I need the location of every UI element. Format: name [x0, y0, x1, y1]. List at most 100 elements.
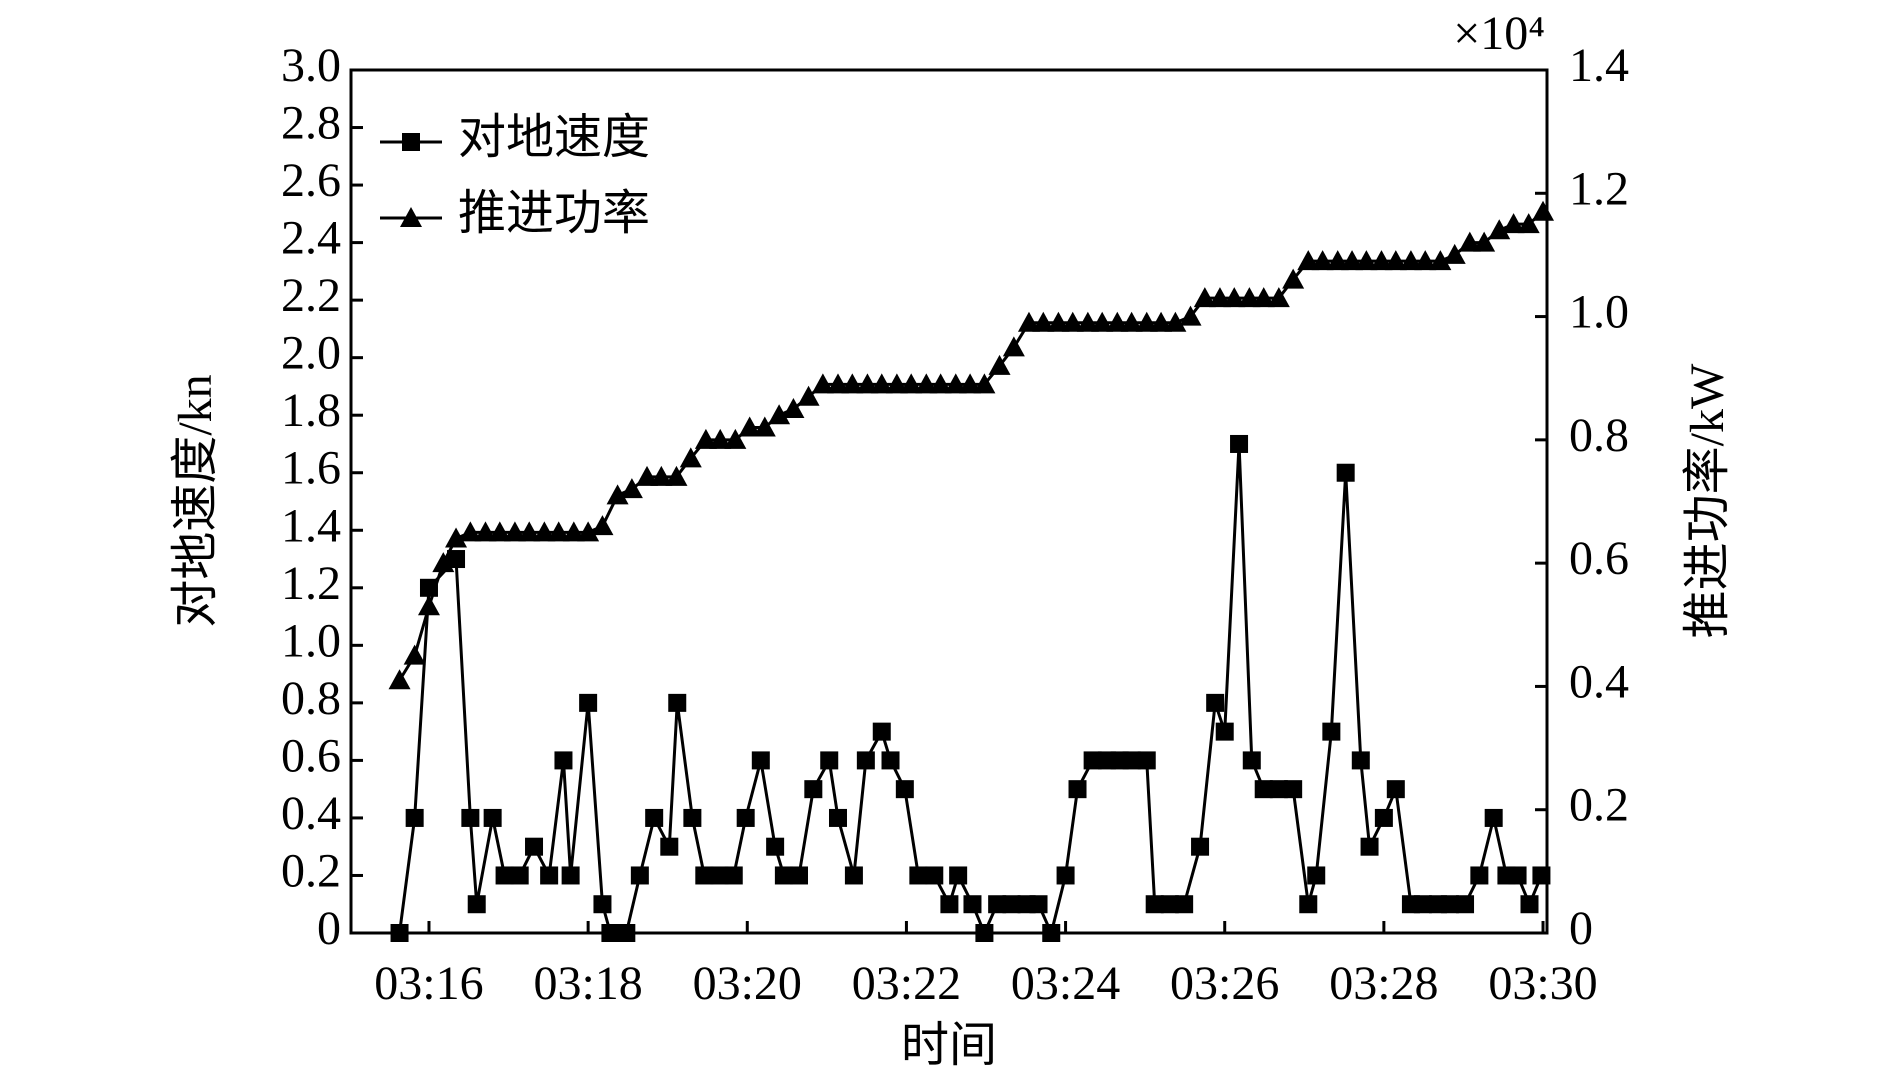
- square-marker: [1440, 895, 1459, 914]
- square-marker: [540, 866, 559, 885]
- square-marker: [940, 895, 959, 914]
- square-marker: [1002, 895, 1021, 914]
- y2-tick-label: 0.4: [1569, 655, 1629, 708]
- square-marker: [1206, 693, 1225, 712]
- y-tick-label: 2.0: [281, 327, 341, 380]
- square-marker: [1336, 463, 1355, 482]
- triangle-marker: [1341, 250, 1364, 271]
- y-axis-label: 对地速度/kn: [169, 374, 222, 627]
- triangle-marker: [885, 373, 908, 394]
- triangle-marker: [1282, 268, 1305, 289]
- square-marker: [949, 866, 968, 885]
- square-marker: [510, 866, 529, 885]
- square-marker: [881, 751, 900, 770]
- square-marker: [1374, 808, 1393, 827]
- triangle-marker: [797, 385, 820, 406]
- triangle-marker: [1061, 311, 1084, 332]
- triangle-marker: [1179, 305, 1202, 326]
- triangle-marker: [1429, 250, 1452, 271]
- square-marker: [1029, 895, 1048, 914]
- y2-tick-label: 1.4: [1569, 39, 1629, 92]
- triangle-marker: [488, 521, 511, 542]
- triangle-marker: [1238, 287, 1261, 308]
- triangle-marker: [768, 404, 791, 425]
- triangle-marker: [445, 527, 468, 548]
- y-tick-label: 0: [317, 902, 341, 955]
- y-tick-label: 3.0: [281, 39, 341, 92]
- y-tick-label: 2.2: [281, 269, 341, 322]
- y2-multiplier: ×10⁴: [1453, 7, 1545, 60]
- triangle-marker: [518, 521, 541, 542]
- x-tick-label: 03:22: [852, 957, 961, 1010]
- square-marker: [447, 550, 466, 569]
- triangle-marker: [811, 373, 834, 394]
- x-tick-label: 03:20: [693, 957, 802, 1010]
- square-marker: [844, 866, 863, 885]
- triangle-marker: [856, 373, 879, 394]
- triangle-marker: [988, 354, 1011, 375]
- triangle-marker: [841, 373, 864, 394]
- square-marker: [601, 924, 620, 942]
- y2-tick-label: 0.2: [1569, 779, 1629, 832]
- y-tick-label: 1.6: [281, 442, 341, 495]
- triangle-marker: [503, 521, 526, 542]
- triangle-marker: [1443, 243, 1466, 264]
- triangle-marker: [432, 552, 455, 573]
- triangle-marker: [753, 416, 776, 437]
- triangle-marker: [533, 521, 556, 542]
- y2-tick-label: 1.0: [1569, 286, 1629, 339]
- triangle-marker: [1267, 287, 1290, 308]
- square-marker: [1175, 895, 1194, 914]
- square-marker: [1456, 895, 1475, 914]
- square-marker: [483, 808, 502, 827]
- square-marker: [1386, 780, 1405, 799]
- triangle-marker: [929, 373, 952, 394]
- square-marker: [390, 924, 409, 942]
- triangle-marker: [459, 521, 482, 542]
- square-marker: [895, 780, 914, 799]
- square-marker: [909, 866, 928, 885]
- square-marker: [774, 866, 793, 885]
- square-marker: [1230, 434, 1249, 453]
- y2-tick-label: 0.6: [1569, 532, 1629, 585]
- square-marker: [579, 693, 598, 712]
- square-marker: [1360, 837, 1379, 856]
- triangle-marker: [900, 373, 923, 394]
- triangle-marker: [1532, 200, 1555, 221]
- y2-tick-label: 0: [1569, 902, 1593, 955]
- square-marker: [1160, 895, 1179, 914]
- triangle-marker: [665, 465, 688, 486]
- square-marker: [766, 837, 785, 856]
- square-marker: [1413, 895, 1432, 914]
- triangle-marker: [709, 428, 732, 449]
- y-tick-label: 2.4: [281, 212, 341, 265]
- square-marker: [1470, 866, 1489, 885]
- square-marker: [668, 693, 687, 712]
- square-marker: [593, 895, 612, 914]
- square-marker: [1532, 866, 1551, 885]
- triangle-marker: [650, 465, 673, 486]
- square-marker: [695, 866, 714, 885]
- square-marker: [1254, 780, 1273, 799]
- triangle-marker: [1458, 231, 1481, 252]
- square-marker: [820, 751, 839, 770]
- square-marker: [554, 751, 573, 770]
- square-marker: [1508, 866, 1527, 885]
- square-marker: [1242, 751, 1261, 770]
- square-marker: [660, 837, 679, 856]
- triangle-marker: [547, 521, 570, 542]
- y-tick-label: 0.2: [281, 844, 341, 897]
- square-marker: [1299, 895, 1318, 914]
- square-marker: [856, 751, 875, 770]
- square-marker: [804, 780, 823, 799]
- triangle-marker: [606, 484, 629, 505]
- y2-tick-label: 1.2: [1569, 162, 1629, 215]
- square-marker: [828, 808, 847, 827]
- square-marker: [1068, 780, 1087, 799]
- y-tick-label: 1.8: [281, 384, 341, 437]
- square-marker: [561, 866, 580, 885]
- triangle-marker: [400, 207, 422, 227]
- square-marker: [1351, 751, 1370, 770]
- square-marker: [963, 895, 982, 914]
- triangle-marker: [1517, 213, 1540, 234]
